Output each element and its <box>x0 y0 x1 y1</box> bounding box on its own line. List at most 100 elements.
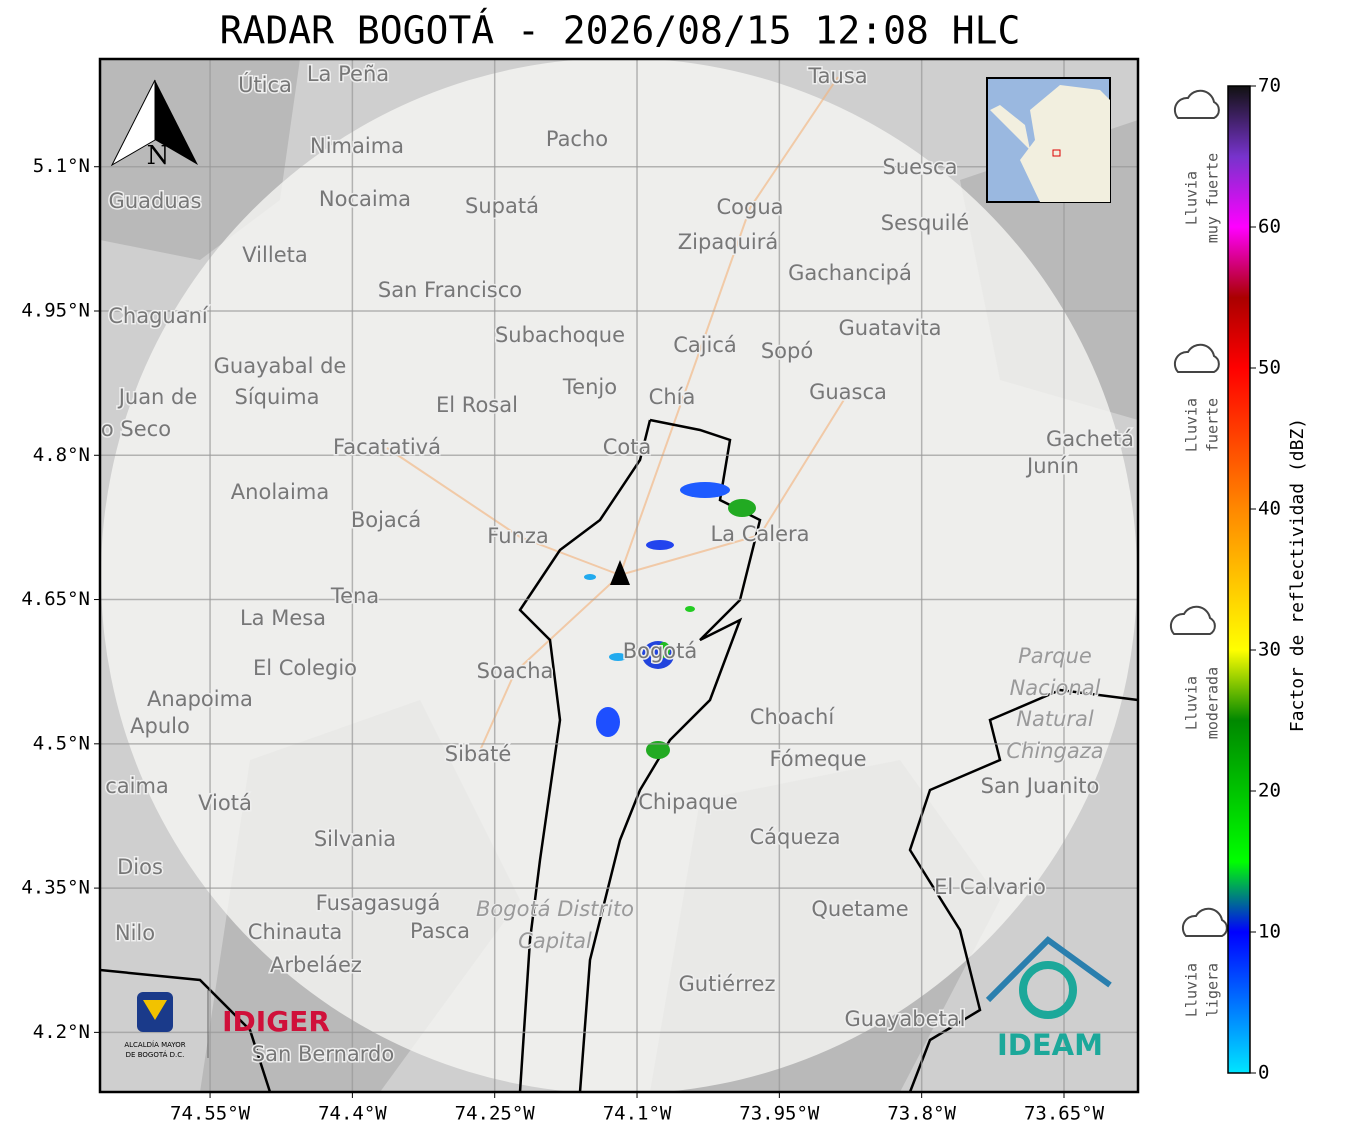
region-label: Chingaza <box>1006 739 1103 763</box>
place-label: Viotá <box>198 791 252 815</box>
colorbar-tick-label: 20 <box>1258 780 1281 802</box>
grid <box>100 59 1138 1092</box>
place-label: Cogua <box>716 195 783 219</box>
place-label: Pacho <box>546 127 608 151</box>
place-label: Sopó <box>761 339 813 363</box>
place-label: Guaduas <box>109 189 202 213</box>
place-label: Anapoima <box>147 687 253 711</box>
place-label: Sibaté <box>445 742 512 766</box>
region-label: Bogotá Distrito <box>476 897 634 921</box>
colorbar-tick-label: 50 <box>1258 357 1281 379</box>
place-label: Tausa <box>807 64 867 88</box>
logo-text: DE BOGOTÁ D.C. <box>126 1050 185 1059</box>
x-tick-label: 73.95°W <box>739 1103 820 1125</box>
place-label: Pasca <box>410 919 470 943</box>
place-label: Anolaima <box>231 480 329 504</box>
colorbar-tick-label: 0 <box>1258 1062 1269 1084</box>
place-label: Chaguaní <box>108 304 209 328</box>
place-label: Fusagasugá <box>316 891 441 915</box>
x-tick-label: 74.4°W <box>318 1103 387 1125</box>
place-label: Nilo <box>115 921 155 945</box>
place-label: Nimaima <box>310 134 404 158</box>
x-tick-label: 73.65°W <box>1024 1103 1105 1125</box>
colorbar-tick-label: 40 <box>1258 498 1281 520</box>
region-label: Capital <box>518 929 592 953</box>
colorbar-label: Factor de reflectividad (dBZ) <box>1287 418 1308 732</box>
colorbar-tick-label: 60 <box>1258 216 1281 238</box>
place-label: Gachancipá <box>788 261 912 285</box>
x-tick-label: 73.8°W <box>887 1103 956 1125</box>
place-label: San Juanito <box>981 774 1100 798</box>
place-label: Cota <box>603 435 652 459</box>
place-label: El Colegio <box>253 656 357 680</box>
colorbar-tick-label: 30 <box>1258 639 1281 661</box>
logos: ALCALDÍA MAYOR DE BOGOTÁ D.C. IDIGER IDE… <box>124 936 1112 1062</box>
place-label: San Francisco <box>378 278 522 302</box>
place-label: La Mesa <box>240 606 326 630</box>
place-label: Útica <box>238 72 292 97</box>
place-label: Silvania <box>314 827 396 851</box>
logo-text: IDIGER <box>222 1005 330 1038</box>
radar-echoes <box>584 482 756 759</box>
place-label: Cáqueza <box>750 825 841 849</box>
region-label: Nacional <box>1010 676 1101 700</box>
y-tick-label: 4.8°N <box>33 444 90 466</box>
place-label: Guayabal de <box>214 354 347 378</box>
place-label: Síquima <box>235 385 320 409</box>
place-label: Junín <box>1025 454 1079 478</box>
y-tick-label: 4.35°N <box>21 877 90 899</box>
axis-ticks: 74.55°W 74.4°W 74.25°W 74.1°W 73.95°W 73.8°W 7… <box>21 155 1104 1124</box>
inset-map <box>986 77 1111 203</box>
rain-category: Lluvia <box>1183 398 1201 452</box>
map-frame <box>98 57 1140 1094</box>
place-label: Fómeque <box>769 747 866 771</box>
place-label: Suesca <box>883 155 958 179</box>
place-label: La Calera <box>710 522 809 546</box>
title: RADAR BOGOTÁ - 2026/08/15 12:08 HLC <box>220 9 1021 53</box>
place-labels: La Peña Útica Tausa Pacho Nimaima Guaduas Noca… <box>100 61 1136 1068</box>
place-label: Bojacá <box>351 508 421 532</box>
rain-category: Lluvia <box>1183 963 1201 1017</box>
region-label: Natural <box>1016 707 1094 731</box>
place-label: o Seco <box>101 417 171 441</box>
place-label: Sesquilé <box>881 211 969 235</box>
place-label: Choachí <box>750 705 836 729</box>
logo-text: IDEAM <box>997 1028 1103 1062</box>
place-label: El Rosal <box>436 393 518 417</box>
place-label: Villeta <box>242 243 307 267</box>
rain-category: moderada <box>1204 667 1222 739</box>
y-tick-label: 4.65°N <box>21 588 90 610</box>
colorbar-tick-label: 10 <box>1258 921 1281 943</box>
north-label: N <box>147 141 170 171</box>
place-label: Quetame <box>811 897 908 921</box>
place-label: Nocaima <box>319 187 411 211</box>
place-label: Chipaque <box>638 790 738 814</box>
colorbar-tick-label: 70 <box>1258 75 1281 97</box>
place-label: Zipaquirá <box>678 230 778 254</box>
place-label: Tena <box>330 584 379 608</box>
place-label: Bogotá <box>623 639 698 663</box>
y-tick-label: 4.5°N <box>33 732 90 754</box>
x-tick-label: 74.55°W <box>170 1103 251 1125</box>
place-label: Guatavita <box>839 316 942 340</box>
place-label: Subachoque <box>495 323 625 347</box>
place-label: Supatá <box>465 194 539 218</box>
place-label: Guayabetal <box>845 1007 966 1031</box>
x-tick-label: 74.1°W <box>603 1103 672 1125</box>
radar-site <box>610 560 630 585</box>
place-label: Guasca <box>809 380 887 404</box>
place-label: caima <box>105 774 169 798</box>
rain-category: Lluvia <box>1183 676 1201 730</box>
place-label: Dios <box>117 855 163 879</box>
map: La Peña Útica Tausa Pacho Nimaima Guaduas Noca… <box>100 59 1138 1092</box>
place-label: Soacha <box>477 659 554 683</box>
place-label: Apulo <box>130 714 190 738</box>
place-label: Gutiérrez <box>679 972 776 996</box>
place-label: Chinauta <box>248 920 342 944</box>
place-label: Tenjo <box>562 375 617 399</box>
boundaries <box>100 418 1138 1092</box>
place-label: Cajicá <box>673 333 737 357</box>
y-tick-label: 4.95°N <box>21 299 90 321</box>
place-label: El Calvario <box>934 875 1046 899</box>
